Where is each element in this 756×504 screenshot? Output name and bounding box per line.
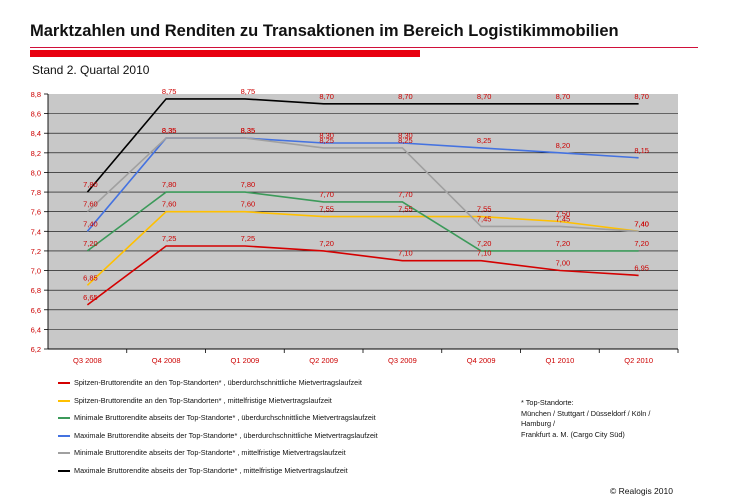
chart-title: Marktzahlen und Renditen zu Transaktione… — [30, 22, 619, 40]
y-tick-label: 8,8 — [31, 90, 41, 99]
legend-label: Spitzen-Bruttorendite an den Top-Standor… — [74, 378, 362, 387]
data-label: 8,75 — [241, 87, 256, 96]
data-label: 8,25 — [477, 136, 492, 145]
data-label: 8,35 — [241, 126, 256, 135]
series-line — [86, 191, 639, 252]
x-tick-label: Q1 2009 — [230, 356, 259, 365]
legend-label: Minimale Bruttorendite abseits der Top-S… — [74, 413, 376, 423]
data-label: 7,20 — [556, 239, 571, 248]
y-tick-label: 8,4 — [31, 129, 41, 138]
x-tick-label: Q1 2010 — [545, 356, 574, 365]
data-label: 7,70 — [398, 190, 413, 199]
legend-swatch — [58, 417, 70, 420]
plot-area — [48, 94, 678, 349]
x-tick-label: Q2 2009 — [309, 356, 338, 365]
data-label: 8,30 — [319, 131, 334, 140]
chart-subtitle: Stand 2. Quartal 2010 — [32, 63, 150, 77]
data-label: 7,45 — [556, 214, 571, 223]
data-label: 7,25 — [241, 234, 256, 243]
y-tick-label: 7,4 — [31, 227, 41, 236]
data-label: 8,20 — [556, 141, 571, 150]
x-tick-label: Q2 2010 — [624, 356, 653, 365]
data-label: 7,45 — [477, 214, 492, 223]
data-label: 8,70 — [477, 92, 492, 101]
legend-swatch — [58, 399, 70, 402]
data-label: 7,60 — [83, 200, 98, 209]
series-line — [86, 98, 639, 193]
y-tick-label: 6,2 — [31, 345, 41, 354]
y-tick-label: 7,8 — [31, 188, 41, 197]
top-locations-footnote: * Top-Standorte: München / Stuttgart / D… — [521, 398, 651, 439]
data-label: 8,35 — [241, 126, 256, 135]
data-label: 8,25 — [319, 136, 334, 145]
data-label: 7,20 — [83, 239, 98, 248]
data-label: 7,10 — [398, 249, 413, 258]
y-tick-label: 7,6 — [31, 208, 41, 217]
data-label: 8,70 — [556, 92, 571, 101]
y-tick-label: 7,0 — [31, 267, 41, 276]
data-label: 7,20 — [634, 239, 649, 248]
legend-label: Maximale Bruttorendite abseits der Top-S… — [74, 430, 378, 440]
legend-label: Spitzen-Bruttorendite an den Top-Standor… — [74, 395, 332, 405]
data-label: 7,25 — [162, 234, 177, 243]
x-tick-label: Q3 2009 — [388, 356, 417, 365]
data-label: 8,30 — [398, 131, 413, 140]
data-label: 7,55 — [398, 205, 413, 214]
data-label: 8,70 — [319, 92, 334, 101]
data-label: 7,80 — [83, 180, 98, 189]
y-tick-label: 6,8 — [31, 286, 41, 295]
data-label: 7,40 — [83, 219, 98, 228]
data-label: 7,70 — [319, 190, 334, 199]
legend-swatch — [58, 434, 70, 437]
data-label: 8,35 — [162, 126, 177, 135]
data-label: 7,60 — [162, 200, 177, 209]
data-label: 6,95 — [634, 263, 649, 272]
data-label: 8,75 — [162, 87, 177, 96]
data-label: 8,35 — [162, 126, 177, 135]
data-label: 8,70 — [634, 92, 649, 101]
series-line — [86, 210, 639, 286]
data-label: 8,25 — [398, 136, 413, 145]
legend-swatch — [58, 382, 70, 384]
x-tick-label: Q4 2008 — [152, 356, 181, 365]
data-label: 7,10 — [477, 249, 492, 258]
data-label: 7,40 — [634, 219, 649, 228]
data-label: 7,20 — [319, 239, 334, 248]
data-label: 7,50 — [556, 210, 571, 219]
data-label: 7,40 — [634, 219, 649, 228]
data-label: 6,85 — [83, 273, 98, 282]
data-label: 7,80 — [162, 180, 177, 189]
data-label: 7,20 — [477, 239, 492, 248]
y-tick-label: 6,4 — [31, 325, 41, 334]
y-tick-label: 8,2 — [31, 149, 41, 158]
y-tick-label: 8,0 — [31, 168, 41, 177]
data-label: 7,55 — [319, 205, 334, 214]
y-tick-label: 6,6 — [31, 306, 41, 315]
y-tick-label: 8,6 — [31, 110, 41, 119]
x-tick-label: Q3 2008 — [73, 356, 102, 365]
data-label: 6,65 — [83, 293, 98, 302]
series-line — [86, 245, 639, 306]
series-line — [86, 137, 639, 233]
data-label: 7,60 — [241, 200, 256, 209]
x-tick-label: Q4 2009 — [467, 356, 496, 365]
legend-swatch — [58, 452, 70, 455]
data-label: 7,80 — [241, 180, 256, 189]
data-label: 8,15 — [634, 146, 649, 155]
legend-label: Minimale Bruttorendite abseits der Top-S… — [74, 448, 346, 458]
copyright-notice: © Realogis 2010 — [610, 486, 673, 496]
legend-label: Maximale Bruttorendite abseits der Top-S… — [74, 466, 348, 475]
title-accent-bar — [30, 50, 420, 57]
legend-swatch — [58, 470, 70, 472]
title-underline — [30, 47, 698, 48]
data-label: 7,00 — [556, 259, 571, 268]
data-label: 7,55 — [477, 205, 492, 214]
data-label: 8,70 — [398, 92, 413, 101]
y-tick-label: 7,2 — [31, 247, 41, 256]
